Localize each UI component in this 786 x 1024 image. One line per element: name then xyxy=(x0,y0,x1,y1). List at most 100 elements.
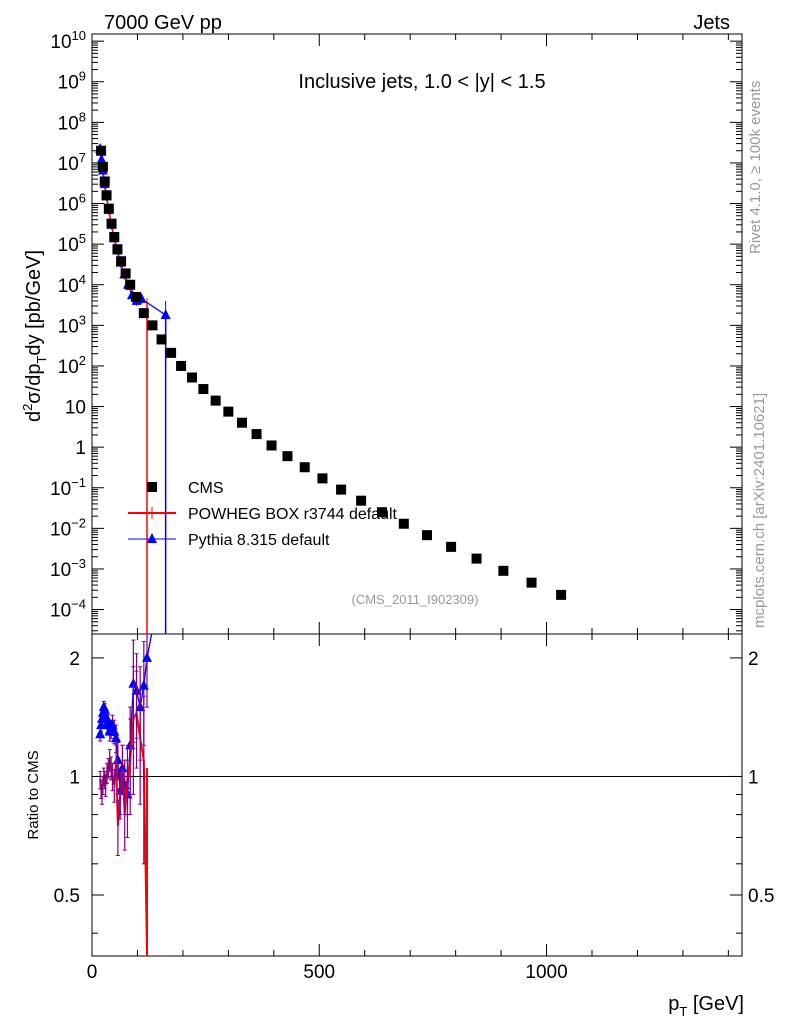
header-beam-label: 7000 GeV pp xyxy=(104,12,222,34)
y-tick-label-exponent: −4 xyxy=(71,597,86,612)
ratio-y-tick-label-right: 2 xyxy=(748,649,759,670)
ratio-panel-frame xyxy=(91,633,743,957)
y-tick-label-exponent: 2 xyxy=(79,353,86,368)
y-tick-label: 1 xyxy=(75,438,86,459)
y-tick-label: 10 xyxy=(65,398,86,419)
ylabel-rest: dy [pb/GeV] xyxy=(23,250,45,356)
ratio-y-axis-label: Ratio to CMS xyxy=(25,750,42,839)
cms-data-point xyxy=(336,484,347,495)
cms-data-point xyxy=(112,244,123,255)
y-tick-label: 103 xyxy=(58,312,86,337)
analysis-watermark: (CMS_2011_I902309) xyxy=(352,592,479,607)
legend-cms-marker xyxy=(147,482,157,492)
pythia-ratio-point xyxy=(107,719,118,730)
xlabel-p: p xyxy=(668,993,679,1015)
ratio-axis-ticks: 0 500 1000 0.5 0.5 1 1 2 2 xyxy=(54,634,774,983)
cms-data-point xyxy=(103,203,114,214)
cms-data-point xyxy=(166,347,177,358)
legend-pythia-marker xyxy=(147,533,157,543)
y-tick-label-base: 10 xyxy=(50,560,71,581)
mcplots-label: mcplots.cern.ch [arXiv:2401.10621] xyxy=(751,393,768,628)
y-tick-label: 109 xyxy=(58,69,86,94)
ratio-y-tick-label-left: 1 xyxy=(69,767,80,788)
y-tick-label: 108 xyxy=(58,109,86,134)
cms-data-point xyxy=(125,279,136,290)
header-process-label: Jets xyxy=(693,12,730,34)
y-tick-label: 104 xyxy=(58,272,86,297)
cms-data-point xyxy=(317,473,328,484)
cms-data-point xyxy=(131,291,142,302)
cms-data-point xyxy=(198,384,209,395)
cms-data-point xyxy=(498,565,509,576)
ylabel-sub-t: T xyxy=(34,356,49,364)
y-tick-label-base: 10 xyxy=(58,276,79,297)
legend-powheg-label: POWHEG BOX r3744 default xyxy=(188,506,398,523)
cms-data-point xyxy=(237,417,247,428)
cms-data-point xyxy=(96,145,107,156)
ylabel-d: d xyxy=(23,411,45,422)
cms-data-point xyxy=(106,218,117,229)
main-axis-ticks: 10−410−310−210−1110102103104105106107108… xyxy=(50,28,742,634)
pythia-ratio-point xyxy=(111,732,122,743)
y-tick-label-base: 10 xyxy=(50,519,71,540)
main-panel: 10−410−310−210−1110102103104105106107108… xyxy=(20,28,743,635)
cms-data-point xyxy=(422,530,432,541)
y-tick-label-base: 10 xyxy=(50,32,71,53)
x-axis-label: pT [GeV] xyxy=(668,993,744,1019)
y-tick-label-exponent: −1 xyxy=(71,475,86,490)
y-tick-label: 10−3 xyxy=(50,556,86,581)
y-tick-label: 10−4 xyxy=(50,597,86,622)
cms-data-point xyxy=(556,589,567,600)
legend: CMS POWHEG BOX r3744 default Pythia 8.315 … xyxy=(128,480,398,549)
cms-data-point xyxy=(377,507,387,518)
legend-pythia-label: Pythia 8.315 default xyxy=(188,532,330,549)
ratio-data-marks xyxy=(92,634,742,956)
y-tick-label-exponent: 7 xyxy=(79,150,86,165)
cms-data-point xyxy=(398,518,409,529)
pythia-ratio-point xyxy=(138,679,149,690)
cms-data-point xyxy=(97,161,108,172)
cms-data-point xyxy=(251,429,262,440)
cms-data-point xyxy=(109,232,120,243)
cms-data-point xyxy=(210,395,221,406)
cms-data-point xyxy=(446,541,457,552)
plot-title: Inclusive jets, 1.0 < |y| < 1.5 xyxy=(298,71,545,93)
ratio-y-tick-label-right: 1 xyxy=(748,767,759,788)
ratio-panel: 0 500 1000 0.5 0.5 1 1 2 2 Ratio to CMS pT [GeV] xyxy=(25,633,774,1019)
y-tick-label: 102 xyxy=(58,353,86,378)
cms-data-point xyxy=(116,256,127,267)
y-tick-label-base: 10 xyxy=(58,235,79,256)
rivet-version-label: Rivet 4.1.0, ≥ 100k events xyxy=(747,81,764,254)
cms-data-point xyxy=(526,577,537,588)
y-tick-label-base: 10 xyxy=(58,195,79,216)
y-tick-label-exponent: 8 xyxy=(79,109,86,124)
cms-data-point xyxy=(101,190,112,201)
x-tick-label: 0 xyxy=(87,962,98,983)
y-tick-label-exponent: 3 xyxy=(79,312,86,327)
cms-data-point xyxy=(299,462,310,473)
x-tick-label: 1000 xyxy=(525,962,567,983)
x-tick-label: 500 xyxy=(303,962,335,983)
pythia-ratio-point xyxy=(109,725,120,736)
y-tick-label-base: 1 xyxy=(75,438,86,459)
ratio-y-tick-label-left: 2 xyxy=(69,649,80,670)
cms-data-point xyxy=(266,440,277,451)
xlabel-sub-t: T xyxy=(679,1004,687,1019)
y-tick-label-base: 10 xyxy=(58,113,79,134)
y-tick-label: 106 xyxy=(58,191,86,216)
main-y-axis-label: d2σ/dpTdy [pb/GeV] xyxy=(20,250,49,422)
cms-data-point xyxy=(471,553,482,564)
pythia-main-point xyxy=(96,153,107,164)
y-tick-label-exponent: 4 xyxy=(79,272,86,287)
pythia-ratio-point xyxy=(95,728,106,739)
xlabel-unit: [GeV] xyxy=(687,993,744,1015)
cms-data-point xyxy=(356,495,367,506)
y-tick-label: 107 xyxy=(58,150,86,175)
cms-data-point xyxy=(120,268,131,279)
ylabel-sigma: σ/dp xyxy=(23,364,45,404)
cms-data-point xyxy=(147,320,158,331)
y-tick-label: 105 xyxy=(58,231,86,256)
y-tick-label: 10−2 xyxy=(50,515,86,540)
cms-data-point xyxy=(282,451,293,462)
